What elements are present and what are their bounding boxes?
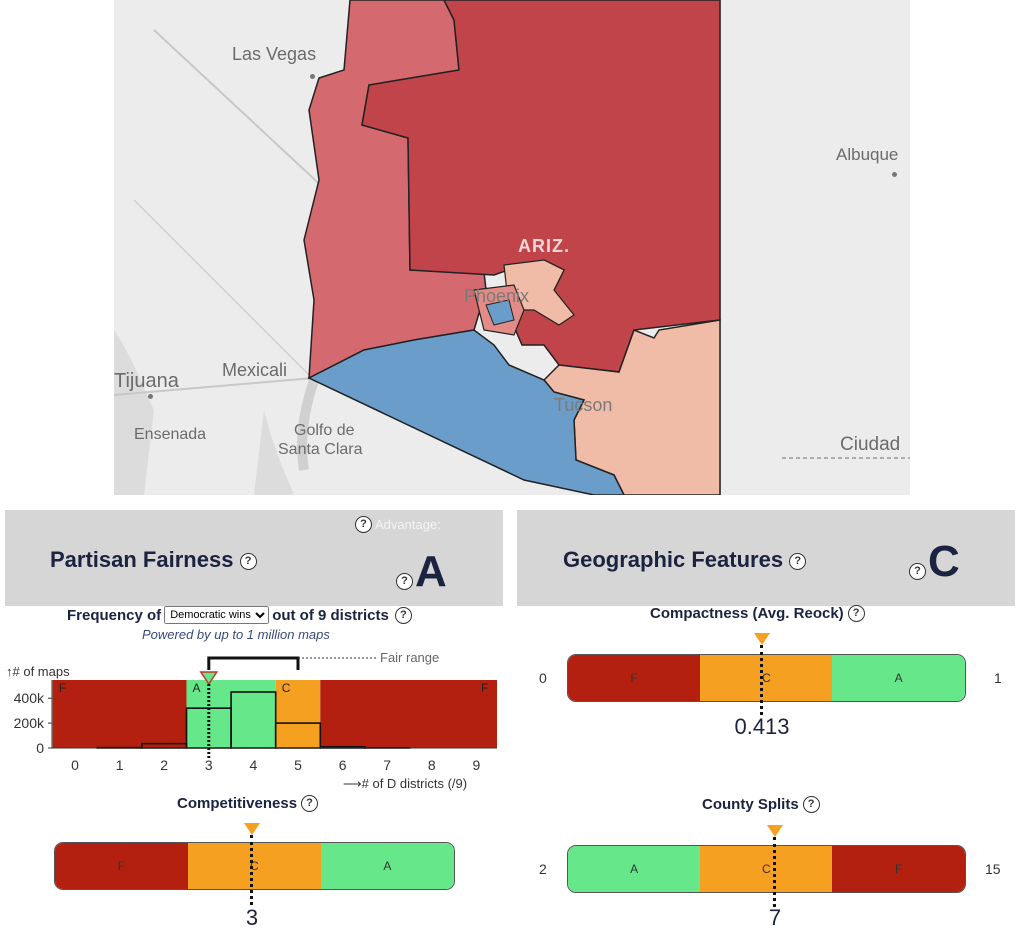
x-tick-label: 9 [473,757,481,773]
histogram-chart: F A C F 0 200k 400k 0 1 2 3 4 5 6 7 8 9 ↑# of maps ⟶# of … [6,650,497,791]
x-tick-label: 1 [116,757,124,773]
map-label-golfo: Golfo de [294,422,355,439]
compactness-meter: F C A [567,654,966,702]
county-splits-row: County Splits ? [702,796,820,813]
meter-segment-f: F [568,655,701,701]
x-tick-label: 2 [160,757,168,773]
fair-range-label: Fair range [380,650,439,665]
compactness-help-icon[interactable]: ? [847,605,865,622]
map-label-ensenada: Ensenada [134,426,207,443]
powered-note: Powered by up to 1 million maps [142,627,330,642]
compactness-label: Compactness (Avg. Reock) [650,605,844,622]
meter-segment-a: A [320,843,454,889]
meter-segment-a: A [568,846,701,892]
county-splits-help-icon[interactable]: ? [802,796,820,813]
county-splits-label: County Splits [702,796,799,813]
geographic-grade-help-icon[interactable]: ? [909,563,926,580]
county-splits-max: 15 [985,861,1001,877]
map-label-las-vegas: Las Vegas [232,44,317,64]
compactness-row: Compactness (Avg. Reock) ? [650,605,865,622]
x-tick-label: 7 [383,757,391,773]
competitiveness-marker-line [250,835,253,905]
map-label-santa-clara: Santa Clara [278,441,363,458]
compactness-marker [754,633,770,645]
meter-segment-c: C [700,655,833,701]
x-tick-label: 6 [339,757,347,773]
district-map[interactable]: Las Vegas Albuque ARIZ. Phoenix Mexicali… [114,0,910,495]
x-tick-label: 5 [294,757,302,773]
grade-band-label: F [59,681,66,695]
map-label-tijuana: Tijuana [114,370,179,392]
compactness-max: 1 [994,670,1002,686]
grade-band-label: A [193,681,201,695]
county-splits-meter: A C F [567,845,966,893]
advantage-label: Advantage: [375,517,441,532]
geographic-title: Geographic Features ? [563,547,807,573]
meter-segment-c: C [700,846,833,892]
grade-band-f [52,680,187,748]
county-splits-min: 2 [539,861,547,877]
map-label-mexicali: Mexicali [222,360,288,380]
geographic-grade: C [928,537,960,586]
map-label-ariz: ARIZ. [518,236,570,256]
x-tick-label: 0 [71,757,79,773]
map-label-phoenix: Phoenix [464,286,530,306]
grade-band-c [275,680,321,748]
map-city-dot [148,394,153,399]
geographic-title-text: Geographic Features [563,547,784,572]
compactness-marker-line [760,645,763,715]
x-tick-label: 3 [205,757,213,773]
x-tick-label: 4 [250,757,258,773]
meter-segment-a: A [832,655,965,701]
county-splits-value: 7 [768,905,782,930]
county-splits-marker-line [773,837,776,907]
partisan-grade-help-icon[interactable]: ? [396,573,413,590]
map-label-ciudad: Ciudad [840,434,901,455]
frequency-select[interactable]: Democratic wins [164,606,270,624]
map-city-dot [310,74,315,79]
partisan-title-text: Partisan Fairness [50,547,234,572]
competitiveness-row: Competitiveness ? [177,795,319,812]
meter-segment-c: C [187,843,321,889]
advantage-help-icon[interactable]: ? [355,516,372,533]
district-map-svg [114,0,910,495]
y-axis-label: ↑# of maps [6,664,70,679]
grade-band-label: F [481,681,488,695]
meter-segment-f: F [55,843,188,889]
frequency-row: Frequency of Democratic wins out of 9 di… [67,606,412,624]
competitiveness-meter: F C A [54,842,455,890]
competitiveness-value: 3 [245,905,259,930]
grade-band-label: C [282,681,291,695]
x-axis-label: ⟶# of D districts (/9) [343,776,467,791]
competitiveness-marker [244,823,260,835]
partisan-grade: A [415,547,447,596]
compactness-value: 0.413 [734,714,790,739]
partisan-help-icon[interactable]: ? [239,552,257,570]
map-city-dot [892,172,897,177]
y-tick-label: 400k [14,690,45,706]
y-tick-label: 200k [14,715,45,731]
frequency-prefix: Frequency of [67,606,162,624]
grade-band-f [320,680,497,748]
partisan-title: Partisan Fairness ? [50,547,257,573]
map-label-tucson: Tucson [554,395,613,415]
competitiveness-label: Competitiveness [177,795,298,812]
frequency-help-icon[interactable]: ? [394,606,412,624]
frequency-suffix: out of 9 districts [272,606,389,624]
x-tick-label: 8 [428,757,436,773]
county-splits-marker [767,825,783,837]
meter-segment-f: F [832,846,965,892]
geographic-help-icon[interactable]: ? [789,552,807,570]
advantage-row: ? Advantage: [355,516,441,533]
competitiveness-help-icon[interactable]: ? [301,795,319,812]
compactness-min: 0 [539,670,547,686]
geographic-grade-wrap: ? C [909,540,960,584]
map-label-albuquerque: Albuque [836,145,899,164]
y-tick-label: 0 [36,740,44,756]
partisan-grade-wrap: ? A [396,550,447,594]
geographic-header [517,510,1015,606]
current-value-marker [199,671,219,686]
fair-range-bracket [207,656,300,670]
